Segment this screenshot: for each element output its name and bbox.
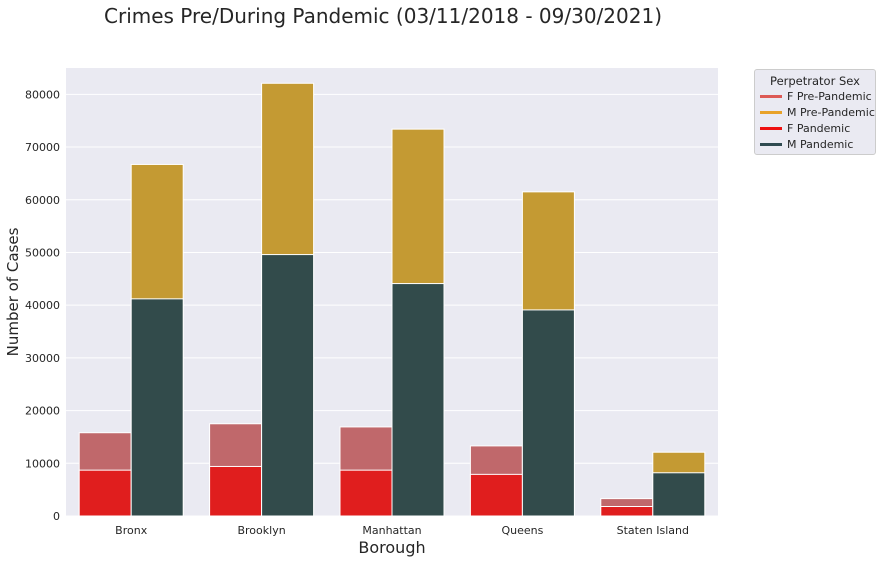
y-tick-label: 20000 xyxy=(25,405,60,418)
legend-label: M Pre-Pandemic xyxy=(787,105,875,119)
bar-m-pandemic-queens xyxy=(521,309,575,517)
legend-swatch xyxy=(760,142,782,146)
legend-swatch xyxy=(760,126,782,130)
legend: Perpetrator Sex F Pre-Pandemic M Pre-Pan… xyxy=(754,69,876,155)
bar-f-pandemic-manhattan xyxy=(339,469,393,517)
bar-m-pandemic-brooklyn xyxy=(261,254,315,517)
x-tick-label: Bronx xyxy=(115,524,148,537)
bars xyxy=(78,82,706,517)
y-axis-label: Number of Cases xyxy=(4,227,22,356)
x-axis-label: Borough xyxy=(358,538,425,557)
x-tick-label: Staten Island xyxy=(617,524,689,537)
x-tick-label: Brooklyn xyxy=(237,524,285,537)
legend-label: F Pandemic xyxy=(787,121,851,135)
y-tick-labels: 0 10000 20000 30000 40000 50000 60000 70000 8000… xyxy=(25,88,60,523)
bar-m-pandemic-manhattan xyxy=(391,283,445,517)
bar-f-pandemic-bronx xyxy=(78,469,132,517)
bar-f-pandemic-queens xyxy=(469,473,523,517)
y-tick-label: 70000 xyxy=(25,141,60,154)
y-tick-label: 40000 xyxy=(25,299,60,312)
y-tick-label: 0 xyxy=(53,510,60,523)
bar-f-pandemic-staten-island xyxy=(600,506,654,517)
legend-title: Perpetrator Sex xyxy=(770,74,860,88)
bar-m-pandemic-staten-island xyxy=(652,472,706,517)
chart-title: Crimes Pre/During Pandemic (03/11/2018 -… xyxy=(104,4,662,28)
bar-f-pandemic-brooklyn xyxy=(209,465,263,517)
y-tick-label: 30000 xyxy=(25,352,60,365)
legend-item-m-pre-pandemic: M Pre-Pandemic xyxy=(755,104,875,120)
x-tick-label: Queens xyxy=(501,524,543,537)
legend-swatch xyxy=(760,110,782,114)
legend-swatch xyxy=(760,94,782,98)
legend-item-f-pre-pandemic: F Pre-Pandemic xyxy=(755,88,875,104)
legend-label: F Pre-Pandemic xyxy=(787,89,872,103)
y-tick-label: 10000 xyxy=(25,457,60,470)
y-tick-label: 60000 xyxy=(25,194,60,207)
legend-item-m-pandemic: M Pandemic xyxy=(755,136,875,152)
legend-item-f-pandemic: F Pandemic xyxy=(755,120,875,136)
y-tick-label: 80000 xyxy=(25,88,60,101)
legend-label: M Pandemic xyxy=(787,137,854,151)
x-tick-labels: Bronx Brooklyn Manhattan Queens Staten Islan… xyxy=(115,524,689,537)
x-tick-label: Manhattan xyxy=(362,524,421,537)
bar-m-pandemic-bronx xyxy=(130,298,184,517)
y-tick-label: 50000 xyxy=(25,246,60,259)
